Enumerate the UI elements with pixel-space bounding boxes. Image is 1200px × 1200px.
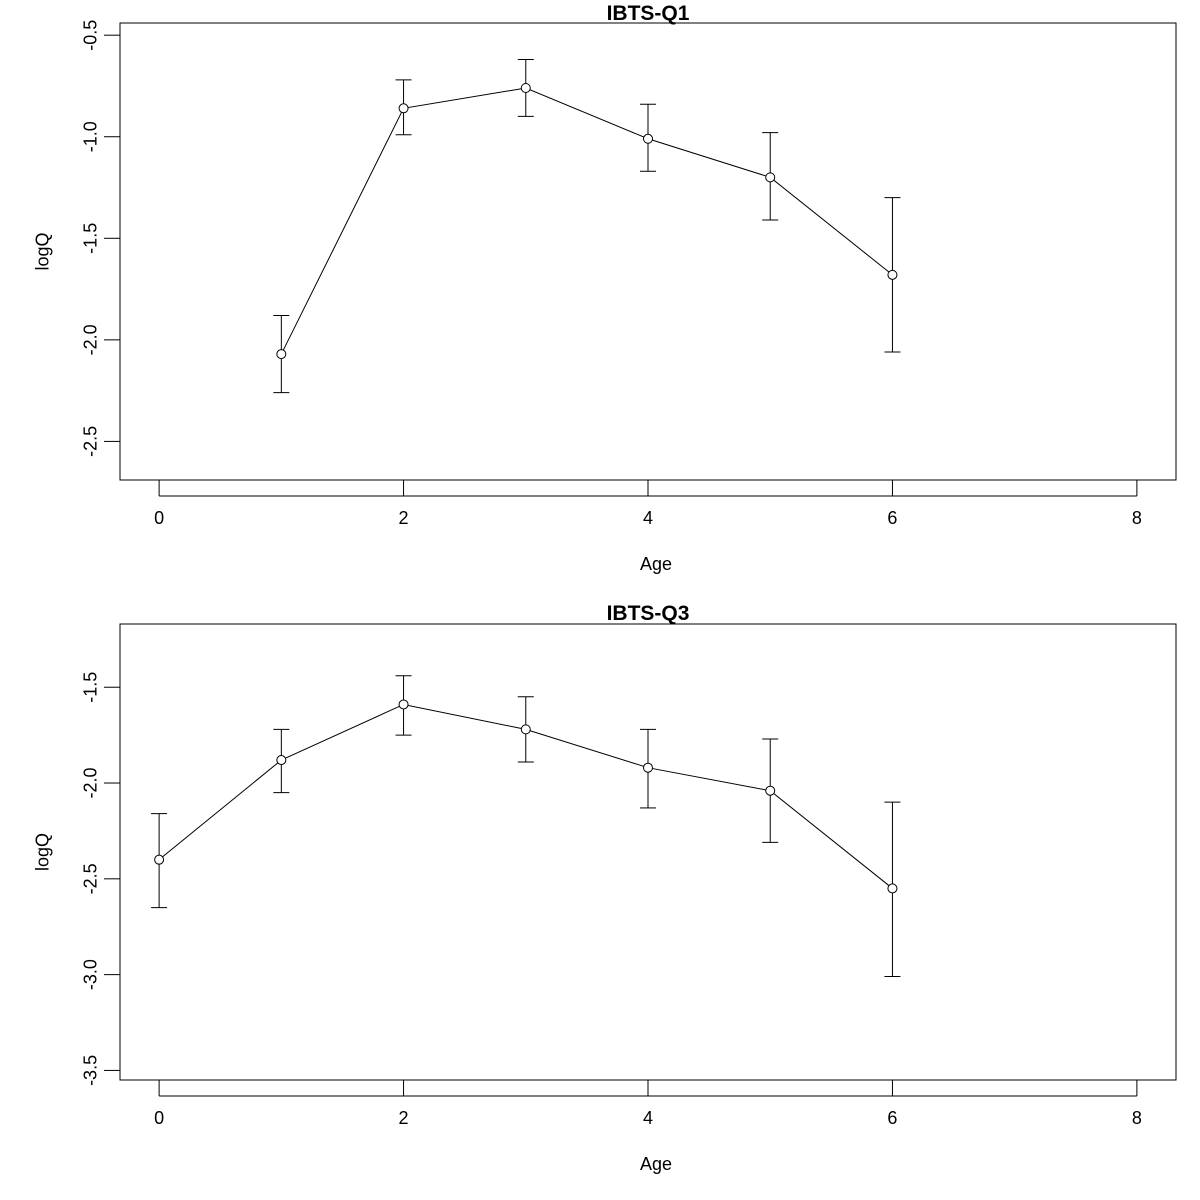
plot-frame xyxy=(119,22,1177,481)
data-point xyxy=(887,269,898,280)
y-tick-label: -1.5 xyxy=(80,672,100,703)
y-tick-label: -2.0 xyxy=(80,768,100,799)
data-point xyxy=(398,103,409,114)
x-tick-label: 8 xyxy=(1132,1108,1142,1128)
y-tick-label: -1.5 xyxy=(80,223,100,254)
data-point xyxy=(643,762,653,773)
data-point xyxy=(520,82,531,93)
data-point xyxy=(887,883,898,894)
chart-title: IBTS-Q1 xyxy=(607,2,690,25)
data-point xyxy=(643,133,653,144)
data-point xyxy=(765,785,776,796)
x-tick-label: 2 xyxy=(399,1108,409,1128)
y-tick-label: -2.5 xyxy=(80,426,100,457)
x-tick-label: 4 xyxy=(643,1108,653,1128)
plot-frame xyxy=(119,623,1177,1081)
y-axis-label: logQ xyxy=(32,232,52,270)
x-tick-label: 4 xyxy=(643,508,653,528)
y-tick-label: -2.0 xyxy=(80,324,100,355)
data-point xyxy=(154,854,165,865)
data-point xyxy=(398,699,409,710)
x-tick-label: 6 xyxy=(887,1108,897,1128)
x-tick-label: 8 xyxy=(1132,508,1142,528)
chart-panel-2: IBTS-Q3 0 2 4 6 8 Age -3.5 -3.0 -2.5 -2.0 -1.5 logQ xyxy=(32,602,1177,1174)
data-point xyxy=(276,349,287,360)
y-tick-label: -1.0 xyxy=(80,121,100,152)
x-axis-label: Age xyxy=(640,1154,672,1174)
x-tick-label: 2 xyxy=(399,508,409,528)
y-tick-label: -2.5 xyxy=(80,863,100,894)
x-axis-label: Age xyxy=(640,554,672,574)
x-tick-label: 0 xyxy=(154,1108,164,1128)
series-line xyxy=(280,87,893,355)
chart-title: IBTS-Q3 xyxy=(607,602,690,625)
y-tick-label: -0.5 xyxy=(80,20,100,51)
data-point xyxy=(520,724,531,735)
x-tick-label: 0 xyxy=(154,508,164,528)
y-tick-label: -3.5 xyxy=(80,1055,100,1086)
data-point xyxy=(276,755,287,766)
y-axis-label: logQ xyxy=(32,833,52,871)
y-tick-label: -3.0 xyxy=(80,959,100,990)
chart-panel-1: IBTS-Q1 0 2 4 6 8 Age -2.5 -2.0 -1.5 -1.0 -0.5 logQ xyxy=(32,2,1177,574)
data-point xyxy=(765,172,776,183)
x-tick-label: 6 xyxy=(887,508,897,528)
